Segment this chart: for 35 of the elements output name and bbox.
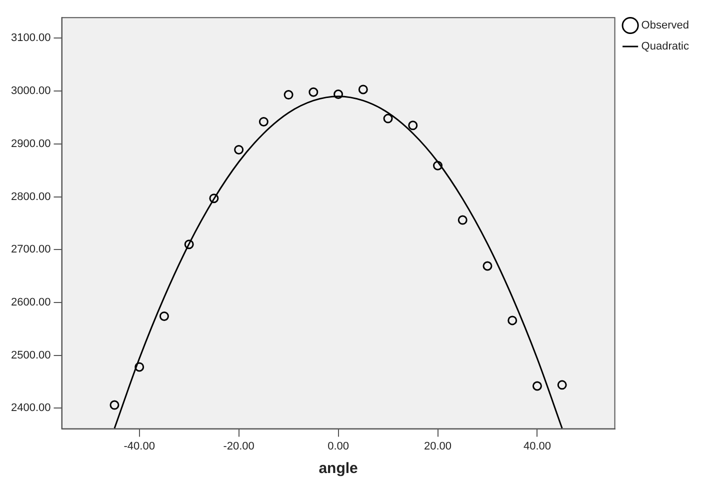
point <box>134 362 144 372</box>
point <box>508 316 518 326</box>
point <box>557 380 567 390</box>
point <box>532 381 542 391</box>
point <box>308 87 318 97</box>
point <box>159 311 169 321</box>
x-tick-label: 20.00 <box>424 440 452 452</box>
y-tick-label: 3100.00 <box>10 32 51 44</box>
point <box>383 114 393 124</box>
legend-label: Observed <box>641 20 690 32</box>
x-tick-label: 0.00 <box>328 440 349 452</box>
point <box>408 120 418 130</box>
point <box>234 144 244 154</box>
y-tick-label: 2700.00 <box>10 244 51 256</box>
point <box>184 240 194 250</box>
y-tick-label: 2800.00 <box>10 190 51 203</box>
x-tick-label: 40.00 <box>523 440 551 452</box>
point <box>258 116 268 126</box>
y-tick-label: 3000.00 <box>10 85 51 98</box>
point <box>358 84 368 94</box>
y-tick-label: 2900.00 <box>10 138 51 150</box>
point <box>334 89 344 99</box>
point <box>482 261 492 271</box>
point <box>284 90 294 100</box>
legend-label: Quadratic <box>641 40 690 53</box>
y-tick-label: 2400.00 <box>10 402 51 414</box>
x-tick-label: -20.00 <box>223 440 254 452</box>
y-tick-label: 2600.00 <box>10 296 51 309</box>
x-axis-title: angle <box>318 460 358 478</box>
point <box>433 160 443 170</box>
point <box>110 400 120 410</box>
point <box>209 194 219 204</box>
x-tick-label: -40.00 <box>124 440 155 452</box>
point <box>458 215 468 225</box>
y-tick-label: 2500.00 <box>10 349 51 362</box>
